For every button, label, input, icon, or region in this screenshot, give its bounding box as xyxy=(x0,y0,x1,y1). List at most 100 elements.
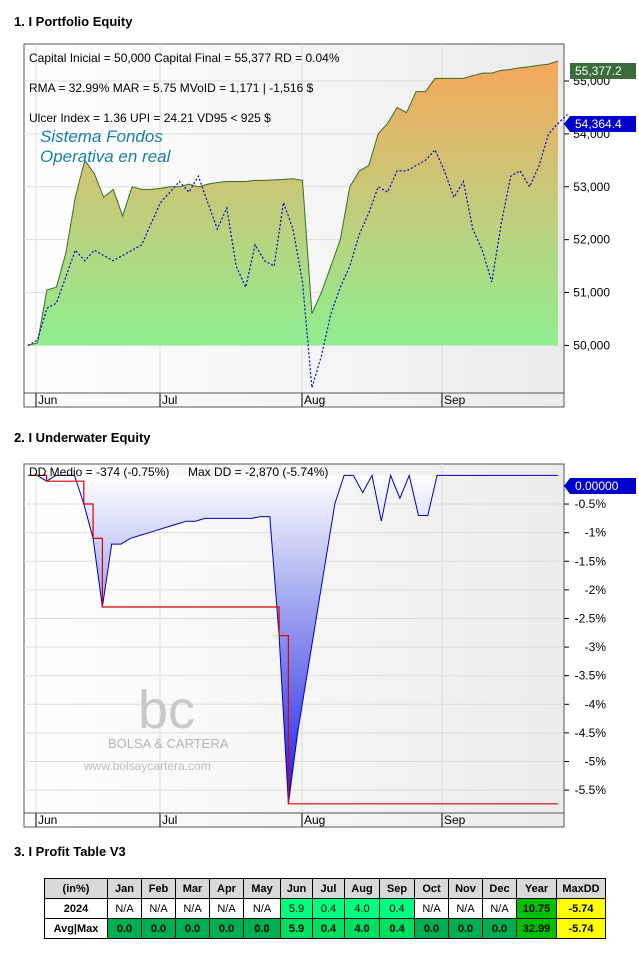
col-header: Nov xyxy=(448,878,483,899)
table-cell: 0.4 xyxy=(312,918,345,939)
y-tick-label: -0.5% xyxy=(575,497,607,511)
x-tick-label: Sep xyxy=(444,813,466,827)
y-tick-label: -1.5% xyxy=(575,554,607,568)
x-tick-label: Aug xyxy=(304,813,325,827)
table-cell: N/A xyxy=(107,898,142,919)
benchmark-last-value: 54,364.4 xyxy=(575,117,622,131)
table-cell: N/A xyxy=(482,898,517,919)
col-header: Sep xyxy=(379,878,415,899)
table-cell: 0.4 xyxy=(379,898,415,919)
table-cell: 0.4 xyxy=(312,898,345,919)
x-tick-label: Jun xyxy=(38,393,57,407)
col-header: Jan xyxy=(107,878,142,899)
year-cell: 10.75 xyxy=(516,898,557,919)
table-cell: 0.0 xyxy=(209,918,244,939)
watermark: bc BOLSA & CARTERA www.bolsaycartera.com xyxy=(83,680,229,773)
y-tick-label: -4.5% xyxy=(575,726,607,740)
watermark-name: BOLSA & CARTERA xyxy=(108,736,229,751)
table-row: Avg|Max 0.0 0.0 0.0 0.0 0.0 5.9 0.4 4.0 … xyxy=(44,918,606,939)
table-cell: 5.9 xyxy=(280,898,313,919)
year-cell: 32.99 xyxy=(516,918,557,939)
table-cell: N/A xyxy=(448,898,483,919)
x-tick-label: Aug xyxy=(304,393,325,407)
underwater-chart: bc BOLSA & CARTERA www.bolsaycartera.com… xyxy=(23,463,636,828)
col-header: (in%) xyxy=(44,878,108,899)
maxdd-cell: -5.74 xyxy=(556,898,606,919)
table-cell: 4.0 xyxy=(344,918,380,939)
equity-last-value: 55,377.2 xyxy=(575,64,622,78)
y-tick-label: 51,000 xyxy=(573,286,610,300)
col-header: Year xyxy=(516,878,557,899)
y-tick-label: 50,000 xyxy=(573,338,610,352)
row-label: Avg|Max xyxy=(44,918,108,939)
y-tick-label: 52,000 xyxy=(573,233,610,247)
underwater-last-value-tag: 0.00000 xyxy=(564,478,636,494)
y-tick-label: -3% xyxy=(585,640,607,654)
table-cell: 0.0 xyxy=(243,918,281,939)
underwater-section-title: 2. I Underwater Equity xyxy=(14,430,151,445)
table-cell: 0.0 xyxy=(414,918,449,939)
dd-medio-annotation: DD Medio = -374 (-0.75%) xyxy=(29,465,169,479)
y-tick-label: 53,000 xyxy=(573,180,610,194)
y-tick-label: -3.5% xyxy=(575,669,607,683)
profit-table: (in%) Jan Feb Mar Apr May Jun Jul Aug Se… xyxy=(44,878,606,939)
table-cell: 0.0 xyxy=(141,918,176,939)
equity-annotation-line-2: RMA = 32.99% MAR = 5.75 MVoID = 1,171 | … xyxy=(29,81,314,95)
col-header: Mar xyxy=(175,878,210,899)
drawdown-area xyxy=(28,475,558,804)
x-tick-label: Sep xyxy=(444,393,466,407)
col-header: Oct xyxy=(414,878,449,899)
table-cell: N/A xyxy=(414,898,449,919)
table-cell: N/A xyxy=(141,898,176,919)
maxdd-cell: -5.74 xyxy=(556,918,606,939)
y-tick-label: -2.5% xyxy=(575,611,607,625)
max-dd-annotation: Max DD = -2,870 (-5.74%) xyxy=(188,465,328,479)
table-cell: 0.0 xyxy=(482,918,517,939)
row-label: 2024 xyxy=(44,898,108,919)
equity-last-value-tag: 55,377.2 xyxy=(570,63,636,79)
profit-table-header: (in%) Jan Feb Mar Apr May Jun Jul Aug Se… xyxy=(44,878,606,899)
col-header: Aug xyxy=(344,878,380,899)
col-header: Jun xyxy=(280,878,313,899)
equity-area xyxy=(28,61,558,346)
equity-section-title: 1. I Portfolio Equity xyxy=(14,14,133,29)
watermark-logo: bc xyxy=(138,680,195,740)
table-cell: N/A xyxy=(175,898,210,919)
table-cell: 0.0 xyxy=(448,918,483,939)
y-tick-label: -5.5% xyxy=(575,783,607,797)
table-cell: 0.0 xyxy=(107,918,142,939)
x-tick-label: Jul xyxy=(162,393,177,407)
equity-line xyxy=(27,60,559,346)
table-cell: 5.9 xyxy=(280,918,313,939)
drawdown-line xyxy=(28,473,558,804)
benchmark-line xyxy=(27,114,568,388)
col-header: May xyxy=(243,878,281,899)
equity-annotation-line-3: Ulcer Index = 1.36 UPI = 24.21 VD95 < 92… xyxy=(29,111,271,125)
y-tick-label: -2% xyxy=(585,583,607,597)
profit-section-title: 3. I Profit Table V3 xyxy=(14,844,126,859)
watermark-url: www.bolsaycartera.com xyxy=(83,759,211,773)
table-cell: N/A xyxy=(243,898,281,919)
table-cell: 0.4 xyxy=(379,918,415,939)
col-header: Apr xyxy=(209,878,244,899)
equity-annotation-line-1: Capital Inicial = 50,000 Capital Final =… xyxy=(29,51,340,65)
col-header: Feb xyxy=(141,878,176,899)
table-cell: 4.0 xyxy=(344,898,380,919)
table-row: 2024 N/A N/A N/A N/A N/A 5.9 0.4 4.0 0.4… xyxy=(44,898,606,919)
table-cell: N/A xyxy=(209,898,244,919)
y-tick-label: -5% xyxy=(585,755,607,769)
x-tick-label: Jul xyxy=(162,813,177,827)
col-header: Dec xyxy=(482,878,517,899)
y-tick-label: -1% xyxy=(585,526,607,540)
benchmark-last-value-tag: 54,364.4 xyxy=(564,116,636,132)
underwater-last-value: 0.00000 xyxy=(575,479,619,493)
x-tick-label: Jun xyxy=(38,813,57,827)
y-tick-label: -4% xyxy=(585,697,607,711)
brand-line-1: Sistema Fondos xyxy=(40,127,163,146)
table-cell: 0.0 xyxy=(175,918,210,939)
brand-line-2: Operativa en real xyxy=(40,147,172,166)
col-header: MaxDD xyxy=(556,878,606,899)
max-drawdown-line xyxy=(28,474,558,805)
col-header: Jul xyxy=(312,878,345,899)
